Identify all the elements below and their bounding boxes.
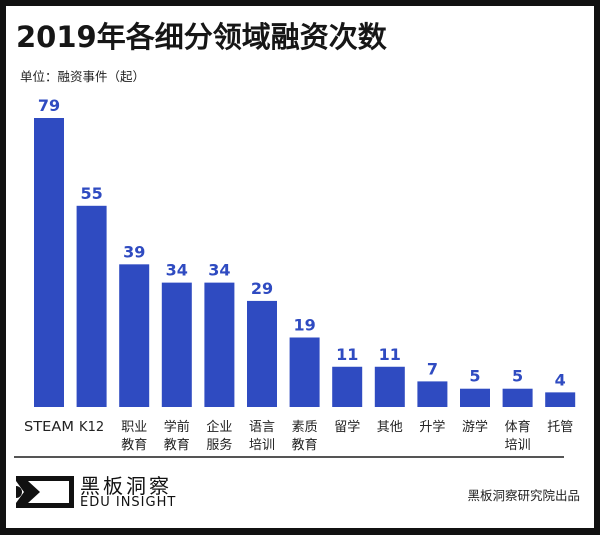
- category-label: 学前: [164, 419, 190, 435]
- data-label: 34: [208, 261, 230, 280]
- category-label: 语言: [249, 420, 275, 435]
- data-label: 11: [379, 345, 401, 364]
- category-label: 培训: [249, 437, 275, 453]
- category-label: 职业: [121, 420, 147, 435]
- bar: [76, 205, 107, 407]
- category-label: 留学: [334, 419, 360, 435]
- bar: [332, 366, 363, 407]
- divider: [14, 456, 564, 458]
- category-label: STEAM: [24, 420, 74, 435]
- category-label: 体育: [505, 419, 531, 435]
- data-label: 5: [469, 367, 480, 386]
- edu-insight-logo: [16, 476, 74, 508]
- data-label: 34: [166, 261, 188, 280]
- category-label: K12: [79, 420, 104, 435]
- data-label: 5: [512, 367, 523, 386]
- data-label: 7: [427, 359, 438, 378]
- category-label: 教育: [292, 437, 318, 453]
- category-label: 教育: [121, 437, 147, 453]
- brand-name-cn: 黑板洞察: [80, 474, 172, 498]
- data-label: 29: [251, 279, 273, 298]
- category-label: 素质: [292, 420, 318, 435]
- category-label: 服务: [206, 437, 232, 453]
- bar: [34, 118, 64, 407]
- category-label: 升学: [419, 419, 445, 435]
- bar: [204, 282, 235, 407]
- category-label: 企业: [206, 419, 232, 435]
- category-label: 托管: [547, 420, 573, 435]
- bar: [247, 300, 277, 407]
- bar: [161, 282, 192, 407]
- bar: [545, 392, 576, 407]
- bar: [460, 388, 490, 407]
- unit-label: 单位：融资事件（起）: [20, 69, 146, 84]
- category-label: 培训: [505, 437, 531, 453]
- data-label: 11: [336, 345, 358, 364]
- data-label: 4: [555, 370, 566, 389]
- category-label: 游学: [462, 419, 488, 435]
- credit-text: 黑板洞察研究院出品: [467, 488, 580, 503]
- bar: [417, 381, 448, 407]
- bar: [374, 366, 405, 407]
- category-label: 教育: [164, 437, 190, 453]
- bar: [289, 337, 320, 407]
- chart-title: 2019年各细分领域融资次数: [16, 20, 387, 54]
- bar: [502, 388, 533, 407]
- bar: [119, 264, 150, 407]
- data-label: 19: [293, 315, 315, 334]
- brand-name-en: EDU INSIGHT: [80, 495, 177, 510]
- data-label: 39: [123, 242, 145, 261]
- data-label: 55: [80, 184, 102, 203]
- data-label: 79: [38, 96, 60, 115]
- category-label: 其他: [377, 420, 403, 435]
